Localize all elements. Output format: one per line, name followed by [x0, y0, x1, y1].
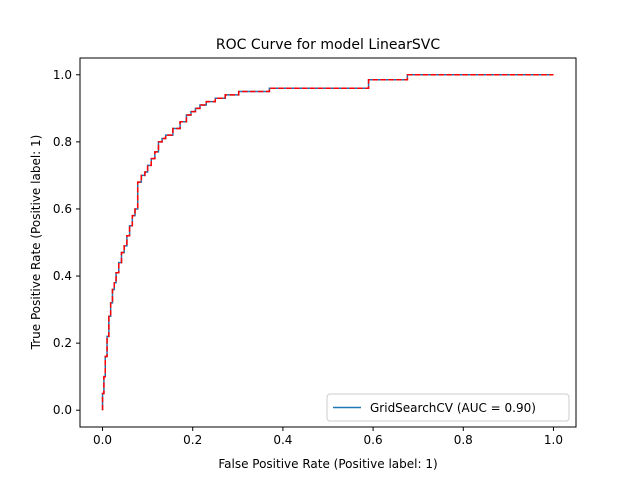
legend-box	[326, 393, 570, 422]
chart-title: ROC Curve for model LinearSVC	[216, 37, 440, 53]
x-tick-label: 0.2	[183, 433, 202, 447]
y-axis-ticks: 0.0 0.2 0.4 0.6 0.8 1.0	[53, 68, 80, 417]
plot-background	[80, 58, 576, 427]
y-tick-label: 0.8	[53, 135, 72, 149]
x-tick-label: 0.0	[93, 433, 112, 447]
roc-curve-dashed-overlay	[101, 74, 554, 411]
x-axis-label: False Positive Rate (Positive label: 1)	[218, 457, 437, 471]
legend: GridSearchCV (AUC = 0.90)	[326, 393, 570, 422]
series-layer	[101, 74, 554, 411]
y-tick-label: 0.2	[53, 336, 72, 350]
y-tick-label: 0.0	[53, 403, 72, 417]
x-tick-label: 0.8	[454, 433, 473, 447]
x-tick-label: 0.6	[364, 433, 383, 447]
legend-label-gridsearchcv: GridSearchCV (AUC = 0.90)	[370, 401, 536, 415]
x-tick-label: 1.0	[544, 433, 563, 447]
y-tick-label: 0.6	[53, 202, 72, 216]
x-tick-label: 0.4	[273, 433, 292, 447]
y-tick-label: 1.0	[53, 68, 72, 82]
x-axis-ticks: 0.0 0.2 0.4 0.6 0.8 1.0	[93, 427, 563, 447]
y-tick-label: 0.4	[53, 269, 72, 283]
y-axis-label: True Positive Rate (Positive label: 1)	[29, 135, 43, 351]
plot-frame	[79, 57, 577, 428]
